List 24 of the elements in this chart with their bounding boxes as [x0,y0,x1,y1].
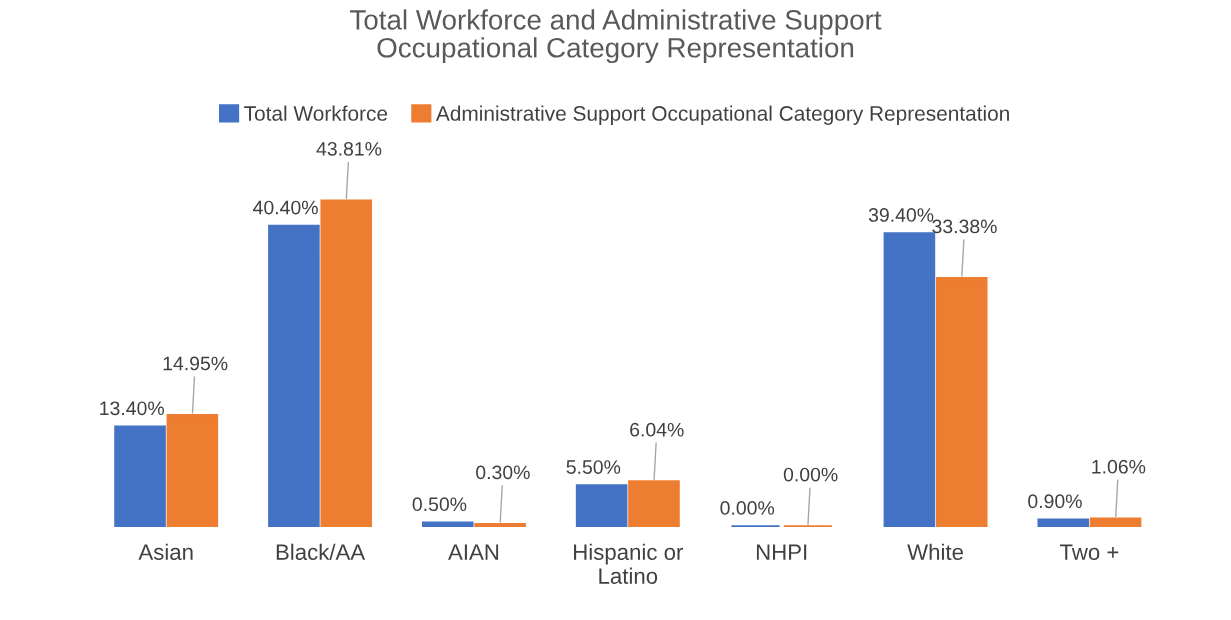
data-label: 39.40% [868,208,934,222]
data-label: 13.40% [100,401,164,416]
legend-label: Total Workforce [244,105,388,121]
x-tick-label: Two + [1059,544,1119,560]
data-label: 0.90% [1028,494,1082,509]
data-label: 5.50% [566,460,621,474]
x-tick-label: Black/AA [276,543,366,560]
x-tick-label: White [907,543,963,560]
legend-label: Administrative Support Occupational Category Representation [435,105,1009,125]
x-tick-label: AIAN [448,544,499,560]
data-label: 6.04% [630,422,684,437]
data-label: 1.06% [1092,459,1146,474]
data-label: 14.95% [163,356,228,371]
chart-title: Total Workforce and Administrative Support Occupational Category Representation [350,9,882,64]
data-label: 0.00% [783,467,838,482]
data-label: 0.00% [720,501,775,515]
data-label: 43.81% [316,141,382,156]
data-label: 0.50% [412,497,467,512]
data-label: 0.30% [476,465,530,480]
x-tick-label: Hispanic or Latino [574,543,684,584]
x-tick-label: Asian [138,543,193,560]
data-label: 40.40% [253,200,318,215]
data-label: 33.38% [932,219,997,234]
x-tick-label: NHPI [756,544,807,560]
